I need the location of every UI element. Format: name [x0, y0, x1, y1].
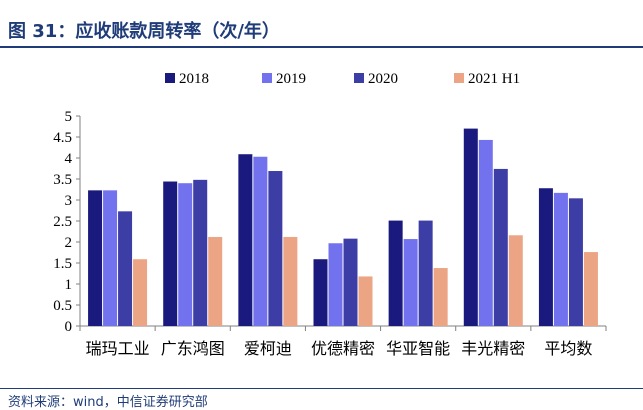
footer-divider [0, 388, 643, 389]
bar [553, 192, 568, 326]
x-category-label: 丰光精密 [461, 339, 525, 358]
source-note: 资料来源：wind，中信证券研究部 [8, 395, 208, 410]
y-tick-label: 0 [65, 319, 73, 335]
bar [538, 188, 553, 326]
bar [178, 183, 193, 326]
legend-swatch [354, 73, 364, 83]
y-tick-label: 3 [65, 193, 73, 209]
x-category-label: 爱柯迪 [244, 339, 292, 358]
bar [313, 259, 328, 326]
bar [208, 236, 223, 326]
bar [328, 243, 343, 326]
legend-swatch [165, 73, 175, 83]
x-category-label: 平均数 [544, 339, 592, 358]
y-tick-label: 1.5 [53, 256, 72, 272]
bar [478, 139, 493, 326]
y-tick-label: 1 [65, 277, 73, 293]
header-divider [0, 46, 643, 48]
y-tick-label: 5 [65, 109, 73, 125]
bar [568, 198, 583, 326]
y-tick-label: 2.5 [53, 214, 72, 230]
bar [253, 156, 268, 326]
legend-label: 2020 [368, 71, 398, 87]
bar [283, 236, 298, 326]
y-tick-label: 2 [65, 235, 73, 251]
y-tick-label: 0.5 [53, 298, 72, 314]
legend-label: 2018 [179, 71, 209, 87]
bar [88, 190, 103, 326]
x-category-label: 优德精密 [311, 339, 375, 358]
figure-title: 图 31：应收账款周转率（次/年） [8, 21, 280, 42]
bar [268, 171, 283, 326]
bar [388, 220, 403, 326]
bar [133, 259, 148, 326]
bar [493, 168, 508, 326]
legend-swatch [454, 73, 464, 83]
bar [403, 239, 418, 326]
legend-swatch [262, 73, 272, 83]
figure-header: 图 31：应收账款周转率（次/年） [0, 0, 643, 48]
bar [583, 252, 598, 326]
y-tick-label: 4 [65, 151, 73, 167]
bar [508, 235, 523, 326]
bar [358, 276, 373, 326]
y-tick-label: 3.5 [53, 172, 72, 188]
bar [163, 181, 178, 326]
legend-label: 2019 [276, 71, 306, 87]
bar-chart: 0 0.5 1 1.5 2 2.5 3 3.5 4 4.5 5 瑞玛工业 广东鸿图 爱柯迪 优德精密 华亚智能… [53, 71, 607, 358]
bar [418, 220, 433, 326]
bar [433, 268, 448, 326]
bar [463, 128, 478, 326]
bar [238, 154, 253, 326]
bar [193, 179, 208, 326]
legend-label: 2021 H1 [468, 71, 520, 87]
x-category-label: 华亚智能 [386, 339, 450, 358]
bar [343, 238, 358, 326]
bar [103, 190, 118, 326]
bar [118, 211, 133, 326]
x-category-label: 瑞玛工业 [86, 339, 150, 358]
x-category-label: 广东鸿图 [161, 339, 225, 358]
y-tick-label: 4.5 [53, 130, 72, 146]
